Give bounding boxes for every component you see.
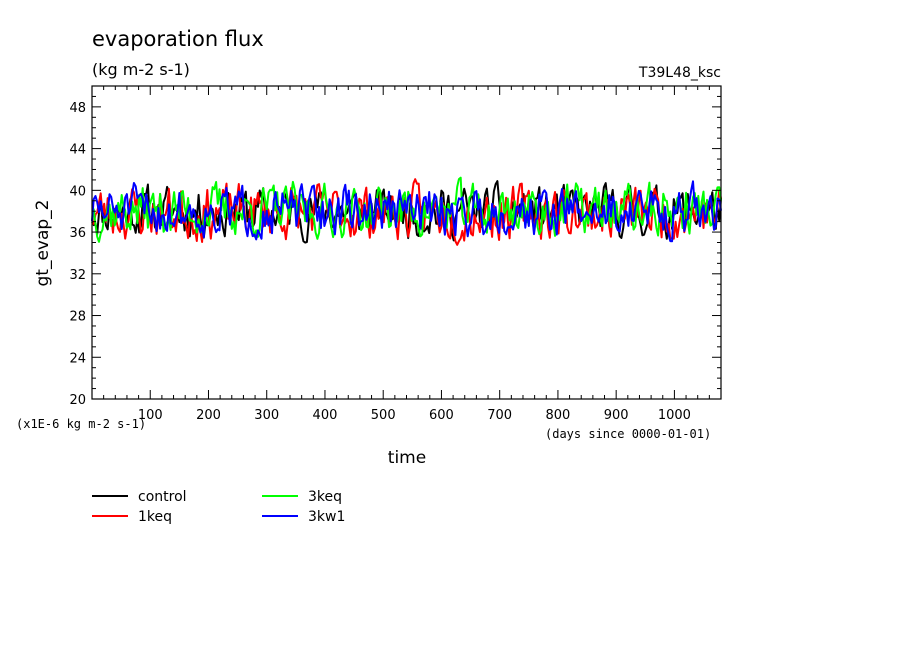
x-tick-label: 700 [487,408,512,423]
axis-ticks: 100 200 300 400 500 600 700 800 900 1000 20 24 28 32 3… [69,86,721,423]
x-tick-label: 800 [546,408,571,423]
plot-frame [91,85,722,400]
x-tick-label: 500 [371,408,396,423]
y-tick-label: 32 [69,268,86,283]
x-tick-label: 200 [196,408,221,423]
series-layer [91,176,722,246]
run-label: T39L48_ksc [638,65,721,81]
legend-label-control: control [138,489,187,505]
series-line-3kw1 [91,180,722,243]
legend-label-3keq: 3keq [308,489,342,505]
y-unit-note: (x1E-6 kg m-2 s-1) [16,417,146,431]
x-tick-label: 400 [313,408,338,423]
y-tick-label: 40 [69,184,86,199]
y-tick-label: 20 [69,393,86,408]
x-tick-label: 900 [604,408,629,423]
y-tick-label: 44 [69,143,86,158]
x-unit-note: (days since 0000-01-01) [545,427,711,441]
x-tick-label: 100 [138,408,163,423]
x-tick-label: 600 [429,408,454,423]
x-tick-label: 1000 [658,408,691,423]
legend-label-3kw1: 3kw1 [308,509,345,525]
legend: control 1keq 3keq 3kw1 [92,489,345,525]
y-tick-label: 24 [69,351,86,366]
y-axis-label: gt_evap_2 [33,199,53,286]
x-axis-label: time [388,448,426,468]
x-tick-label: 300 [254,408,279,423]
y-tick-label: 28 [69,310,86,325]
y-tick-label: 36 [69,226,86,241]
chart-subtitle: (kg m-2 s-1) [92,60,190,79]
y-tick-label: 48 [69,101,86,116]
legend-label-1keq: 1keq [138,509,172,525]
chart-title: evaporation flux [92,27,264,51]
